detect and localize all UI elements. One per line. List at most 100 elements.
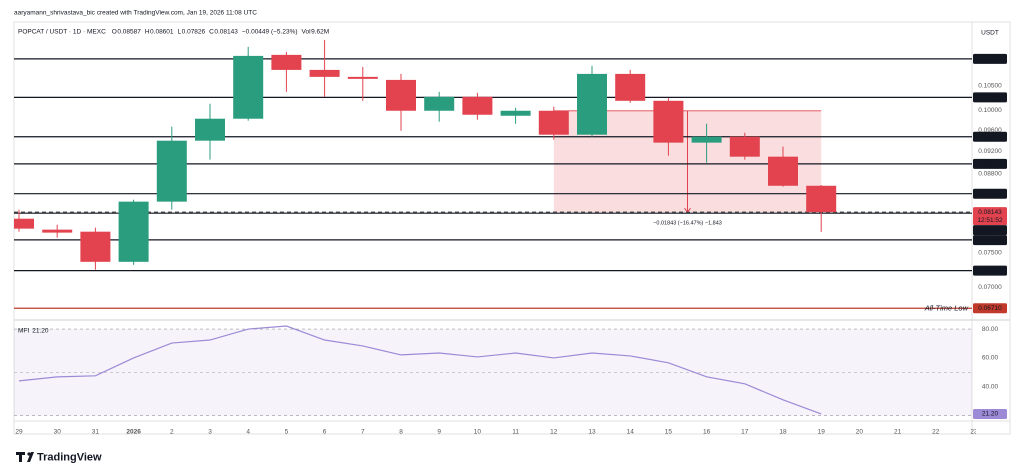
x-tick-label: 4 [246, 429, 250, 436]
x-tick-label: 22 [932, 429, 940, 436]
level-badge-label: 0.07701 [978, 237, 1002, 244]
x-tick-label: 23 [970, 429, 978, 436]
level-badge-label: 0.09478 [978, 133, 1002, 140]
time-axis: 29 30 31 2026 2 3 4 5 6 7 8 9 10 11 12 13 14 15 16 17 18 19 20… [15, 429, 978, 436]
y-tick-label: 0.08800 [978, 170, 1002, 177]
mfi-badge-label: 21.20 [982, 411, 999, 418]
candle-body [118, 201, 149, 262]
candle-body [691, 136, 722, 143]
legend-value: 9.62M [311, 29, 329, 36]
legend-value: 0.08601 [150, 29, 174, 36]
candle-body [538, 110, 569, 135]
attribution: aaryamann_shrivastava_bic created with T… [14, 10, 257, 17]
level-badge-label: 0.08451 [978, 190, 1002, 197]
x-tick-label: 11 [512, 429, 519, 436]
atl-text: All-Time Low [924, 303, 969, 312]
atl-badge-label: 0.06710 [978, 305, 1002, 312]
level-badge-label: 0.08974 [978, 161, 1002, 168]
x-tick-label: 17 [741, 429, 749, 436]
brand-name: TradingView [37, 451, 102, 463]
x-tick-label: 31 [92, 429, 100, 436]
candle-body [615, 73, 646, 101]
candle-body [14, 218, 34, 229]
x-tick-label: 8 [399, 429, 403, 436]
brand-logo: TradingView [16, 451, 102, 463]
mfi-tick-label: 60.00 [982, 355, 999, 362]
level-badge-bg [973, 188, 1007, 199]
y-tick-label: 0.09600 [978, 127, 1002, 134]
mfi-band [14, 329, 972, 416]
x-tick-label: 18 [779, 429, 787, 436]
x-tick-label: 9 [437, 429, 441, 436]
mfi-pane [14, 325, 972, 417]
candle-body [195, 118, 225, 141]
candle-body [729, 136, 760, 157]
candle-body [80, 231, 111, 262]
main-pane [14, 39, 972, 309]
x-tick-label: 10 [474, 429, 482, 436]
legend-key: Vol [302, 29, 312, 36]
level-badge-label: 0.08126 [978, 227, 1002, 234]
level-badge-bg [973, 158, 1007, 169]
candle-body [271, 54, 302, 70]
level-badge-bg [973, 265, 1007, 276]
x-tick-label: 13 [588, 429, 596, 436]
last-price-badge-bg [973, 207, 1007, 226]
level-badge-bg [973, 53, 1007, 64]
symbol-title: POPCAT / USDT · 1D · MEXC [18, 29, 106, 36]
measure-label: −0.01843 (−16.47%) −1,843 [653, 221, 722, 227]
candle-body [462, 96, 493, 115]
candle-body [156, 140, 187, 202]
x-tick-label: 20 [856, 429, 864, 436]
x-tick-label: 21 [894, 429, 902, 436]
level-badge-bg [973, 225, 1007, 236]
candle-body [386, 79, 416, 111]
candle-body [309, 69, 340, 77]
candle-body [577, 73, 607, 135]
y-tick-label: 0.07000 [978, 284, 1002, 291]
legend-value: 0.08587 [117, 29, 141, 36]
x-tick-label: 3 [208, 429, 212, 436]
legend-value: 0.08143 [214, 29, 238, 36]
mfi-badge-bg [973, 408, 1007, 419]
mfi-tick-label: 80.00 [982, 326, 999, 333]
mfi-tick-label: 40.00 [982, 384, 999, 391]
candle-body [42, 229, 73, 233]
currency-label: USDT [981, 30, 999, 37]
x-tick-label: 19 [818, 429, 826, 436]
x-tick-label: 12 [550, 429, 558, 436]
x-tick-label: 14 [627, 429, 635, 436]
y-tick-label: 0.09200 [978, 148, 1002, 155]
candle-body [500, 110, 531, 116]
level-badge-bg [973, 235, 1007, 246]
x-tick-label: 16 [703, 429, 711, 436]
logo-dot [27, 452, 31, 456]
mfi-line [18, 325, 822, 415]
x-tick-label: 6 [323, 429, 327, 436]
y-tick-label: 0.10500 [978, 83, 1002, 90]
legend-key: L [178, 29, 182, 36]
mfi-value: 21.20 [32, 328, 49, 335]
legend-key: C [209, 29, 214, 36]
legend-value: −0.00449 (−5.23%) [242, 29, 298, 36]
atl-badge-bg [973, 303, 1007, 314]
x-tick-label: 30 [54, 429, 62, 436]
candle-body [233, 55, 264, 119]
candle-body [347, 76, 378, 79]
level-badge-label: 0.07238 [978, 267, 1002, 274]
candle-body [653, 100, 684, 143]
x-tick-label: 7 [361, 429, 365, 436]
y-tick-label: 0.07500 [978, 250, 1002, 257]
level-badge-label: 0.11086 [978, 56, 1001, 63]
level-badge-bg [973, 131, 1007, 142]
legend-key: H [145, 29, 150, 36]
candle-body [806, 185, 837, 213]
legend-key: O [112, 29, 117, 36]
level-badge-label: 0.10260 [978, 94, 1002, 101]
legend-value: 0.07826 [182, 29, 206, 36]
last-price-badge-label: 12:51:52 [977, 217, 1003, 224]
x-tick-label: 15 [665, 429, 673, 436]
last-price-badge-label: 0.08143 [978, 209, 1002, 216]
